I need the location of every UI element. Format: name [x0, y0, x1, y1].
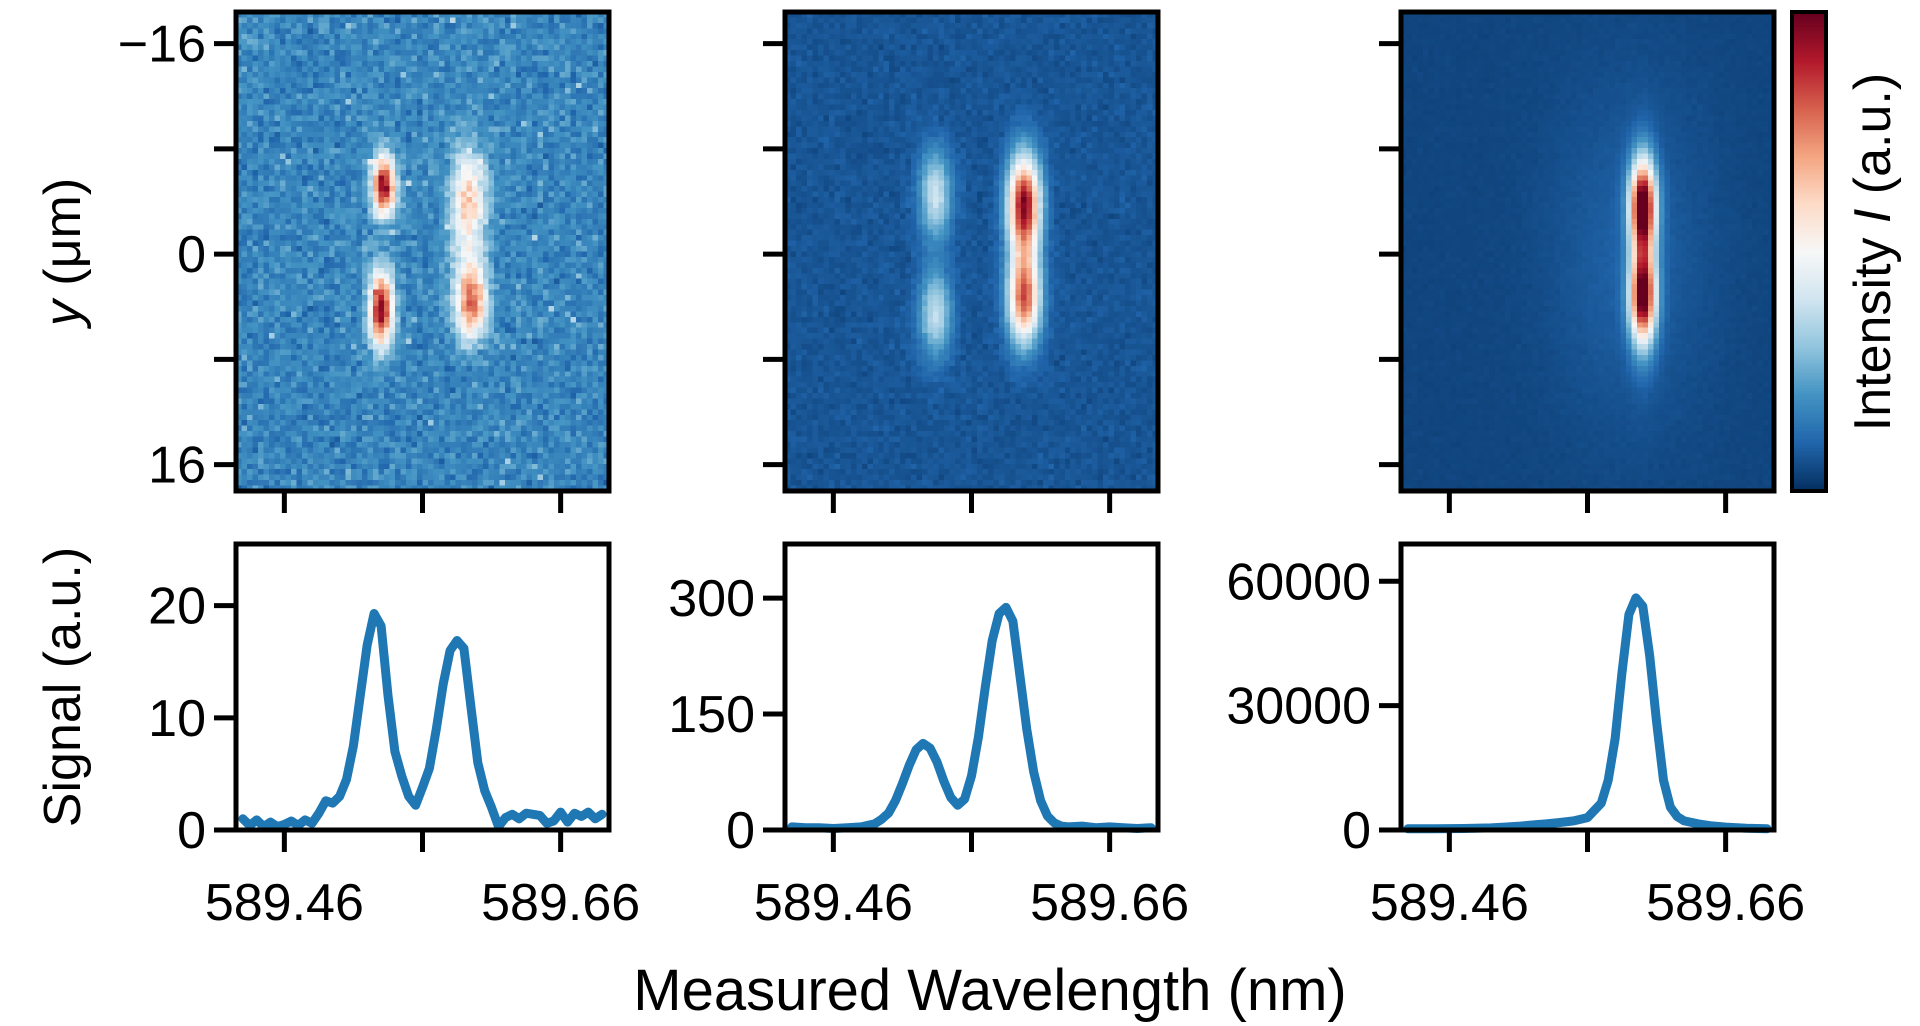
x-tick-label: 589.66	[481, 874, 640, 932]
heatmap-frame	[233, 9, 612, 494]
y-tick-label: 300	[668, 570, 755, 628]
heatmap-middle	[785, 12, 1158, 491]
spectrum-line	[1403, 593, 1772, 834]
y-tick-label: 30000	[1226, 678, 1371, 736]
heatmap-right	[1401, 12, 1774, 491]
colorbar-label-var: I	[1844, 209, 1902, 223]
x-tick-label: 589.46	[205, 874, 364, 932]
colorbar-label: Intensity I (a.u.)	[1844, 73, 1902, 431]
spectrum-line	[787, 602, 1156, 833]
heatmap-frame	[782, 9, 1161, 494]
heatmap-left	[236, 12, 609, 491]
y-unit: (μm)	[34, 178, 92, 300]
x-tick-label: 589.66	[1646, 874, 1805, 932]
colorbar-label-pre: Intensity	[1844, 223, 1902, 431]
y-variable: y	[34, 297, 92, 329]
x-axis-label: Measured Wavelength (nm)	[633, 958, 1346, 1023]
top-y-axis-label: y (μm)	[34, 178, 92, 329]
colorbar	[1792, 12, 1826, 491]
y-tick-label: 0	[177, 226, 206, 284]
colorbar-label-post: (a.u.)	[1844, 73, 1902, 209]
y-tick-label: 60000	[1226, 553, 1371, 611]
y-tick-label: 150	[668, 686, 755, 744]
y-tick-label: 10	[148, 690, 206, 748]
x-tick-label: 589.66	[1030, 874, 1189, 932]
x-tick-label: 589.46	[754, 874, 913, 932]
x-tick-label: 589.46	[1370, 874, 1529, 932]
y-tick-label: 0	[1342, 802, 1371, 860]
y-tick-label: 0	[726, 802, 755, 860]
y-tick-label: 16	[148, 437, 206, 495]
heatmap-frame	[1398, 9, 1777, 494]
y-tick-label: 0	[177, 802, 206, 860]
bottom-y-axis-label: Signal (a.u.)	[34, 547, 92, 827]
line-plot-frame	[1398, 541, 1777, 833]
colorbar-frame	[1790, 10, 1828, 493]
spectrum-line	[238, 609, 607, 832]
y-tick-label: −16	[118, 16, 206, 74]
y-tick-label: 20	[148, 578, 206, 636]
